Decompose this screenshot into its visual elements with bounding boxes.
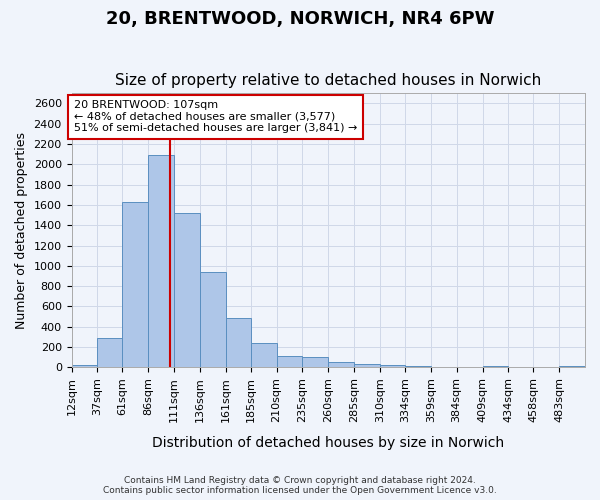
Text: 20 BRENTWOOD: 107sqm
← 48% of detached houses are smaller (3,577)
51% of semi-de: 20 BRENTWOOD: 107sqm ← 48% of detached h…	[74, 100, 357, 134]
Bar	[200, 272, 226, 368]
Bar	[457, 367, 482, 368]
Bar	[226, 318, 251, 368]
Bar	[122, 202, 148, 368]
Bar	[97, 338, 122, 368]
Bar	[71, 366, 97, 368]
Y-axis label: Number of detached properties: Number of detached properties	[15, 132, 28, 329]
Bar	[148, 155, 174, 368]
Bar	[559, 366, 585, 368]
Bar	[174, 213, 200, 368]
Bar	[431, 367, 457, 368]
Bar	[277, 356, 302, 368]
Title: Size of property relative to detached houses in Norwich: Size of property relative to detached ho…	[115, 73, 541, 88]
Bar	[380, 366, 405, 368]
Bar	[328, 362, 354, 368]
X-axis label: Distribution of detached houses by size in Norwich: Distribution of detached houses by size …	[152, 436, 505, 450]
Bar	[508, 367, 533, 368]
Bar	[482, 366, 508, 368]
Bar	[405, 366, 431, 368]
Bar	[354, 364, 380, 368]
Text: Contains HM Land Registry data © Crown copyright and database right 2024.
Contai: Contains HM Land Registry data © Crown c…	[103, 476, 497, 495]
Text: 20, BRENTWOOD, NORWICH, NR4 6PW: 20, BRENTWOOD, NORWICH, NR4 6PW	[106, 10, 494, 28]
Bar	[533, 367, 559, 368]
Bar	[251, 343, 277, 367]
Bar	[302, 357, 328, 368]
